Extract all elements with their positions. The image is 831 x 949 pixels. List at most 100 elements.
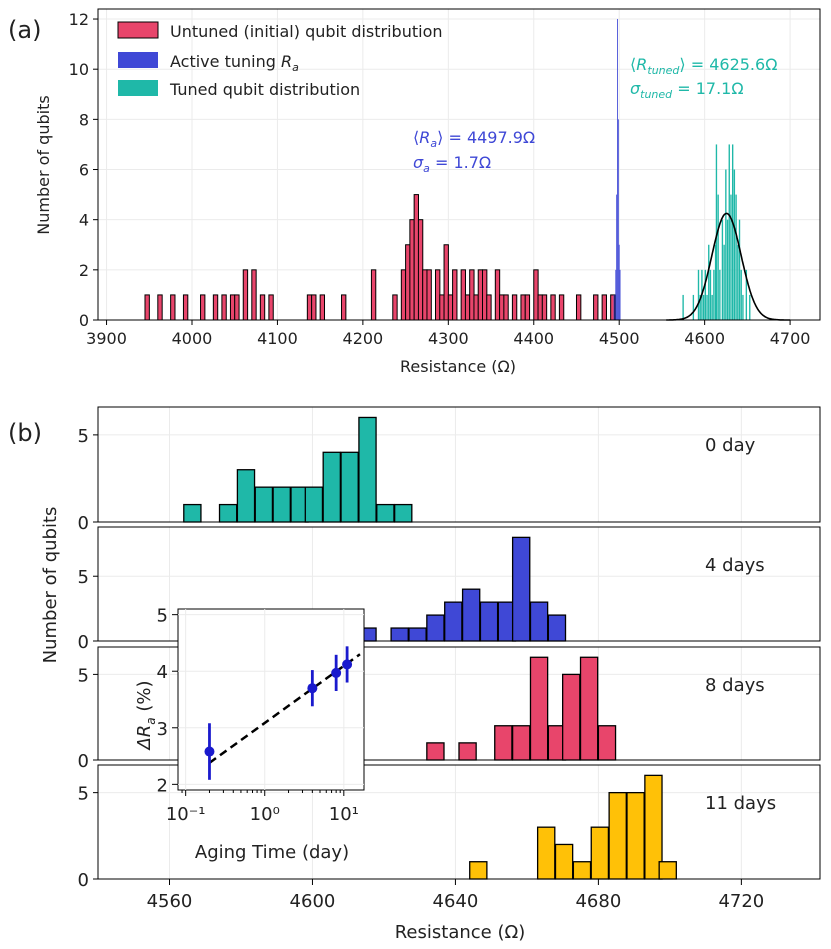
tuned-bar [738,219,741,320]
untuned-bar [443,244,449,321]
panel-b-ylabel: Number of qubits [40,507,61,664]
inset-ytick-label: 2 [157,775,168,796]
panel-b-label: (b) [8,419,42,447]
subplot-label: 0 day [705,435,756,456]
inset-chart: 10⁻¹ 10⁰ 10¹ 2 3 4 5 Aging Time (day) ΔRa (%) [134,606,365,863]
active-bar [617,119,619,321]
untuned-bar [306,294,313,321]
subplot-ytick-label: 5 [78,567,89,588]
tuned-bar [714,244,717,320]
untuned-bar [417,219,424,321]
untuned-bar [413,194,419,321]
histogram-bar [547,614,567,642]
histogram-bar [608,791,627,880]
untuned-bar [520,294,526,321]
untuned-bar [435,269,441,321]
panel-a-ytick-label: 4 [79,211,89,230]
tuned-bar [737,244,739,320]
untuned-bar [251,269,257,321]
panel-a-label: (a) [8,16,41,44]
active-bar [616,194,618,320]
histogram-bar [426,614,445,642]
subplot-label: 8 days [705,675,765,696]
inset-ticks: 10⁻¹ 10⁰ 10¹ 2 3 4 5 [157,606,359,825]
legend-swatch-active [118,52,158,68]
panel-a-ytick-label: 12 [69,10,89,29]
untuned-bar [593,294,599,321]
tuned-bar [728,144,730,320]
histogram-bar [658,861,677,880]
active-bar [615,269,617,320]
panel-b-xtick-label: 4720 [718,891,764,912]
untuned-bar [319,294,326,321]
untuned-bar [234,294,240,321]
tuned-bar [697,269,700,320]
tuned-bar [682,294,684,320]
tuned-bar [725,169,727,320]
histogram-bar [626,791,645,880]
untuned-bar [268,294,274,321]
untuned-bar [370,269,377,321]
panel-a-xtick-label: 4400 [513,329,554,348]
tuned-bar [708,244,710,320]
active-mean-annotation: ⟨Ra⟩ = 4497.9Ω [413,128,535,150]
untuned-bar [200,294,206,321]
panel-a-xtick-label: 3900 [86,329,127,348]
untuned-bar [409,219,415,321]
untuned-bar [481,269,488,321]
histogram-bar [218,503,238,523]
untuned-bar [537,294,543,321]
panel-b-xtick-label: 4640 [433,891,479,912]
untuned-bar [575,294,582,321]
histogram-bar [322,451,341,523]
histogram-bar [597,725,617,761]
panel-a-ylabel: Number of qubits [34,95,53,234]
panel-a-xtick-label: 4600 [684,329,725,348]
tuned-bar [702,294,705,320]
inset-fit-line [208,653,361,764]
tuned-bar [731,144,734,320]
panel-a-xtick-label: 4300 [428,329,469,348]
subplot-ytick-label: 5 [78,665,89,686]
untuned-bar [182,294,189,321]
histogram-bar [529,656,549,761]
histogram-bar [183,503,202,523]
untuned-bar [422,269,428,321]
active-bar [613,294,615,320]
untuned-bar [464,294,471,321]
histogram-bar [554,843,574,880]
histogram-bar [461,588,481,642]
subplot-label: 11 days [705,793,776,814]
subplot-ytick-label: 5 [78,426,89,447]
tuned-bar [699,294,701,320]
histogram-bar [254,486,274,523]
legend-label-active: Active tuning Ra [170,52,299,74]
untuned-bar [170,294,176,321]
untuned-bar [144,294,150,321]
untuned-bar [541,294,548,321]
active-bar [619,269,621,320]
untuned-bar [511,294,518,321]
untuned-bar [229,294,236,321]
subplot-frame [97,406,821,523]
histogram-bar [458,742,477,761]
panel-a-legend: Untuned (initial) qubit distribution Act… [117,21,443,99]
tuned-bar [713,269,715,320]
panel-a-ytick-label: 6 [79,161,89,180]
subplot-frame [97,526,821,642]
legend-swatch-untuned [117,21,159,39]
panel-b-xtick-label: 4600 [290,891,336,912]
untuned-bar [477,269,484,321]
subplot-0-day: 0 5 0 day [78,406,821,534]
histogram-bar [562,673,581,761]
untuned-bar [473,294,479,321]
inset-ylabel: ΔRa (%) [134,680,158,751]
histogram-bar [340,451,359,523]
untuned-bar [558,294,565,321]
panel-a-bars [144,19,751,321]
panel-b-xtick-label: 4560 [147,891,193,912]
tuned-bar [745,269,748,320]
inset-data-point [342,659,353,670]
active-bar [618,244,620,320]
untuned-bar [221,294,227,321]
